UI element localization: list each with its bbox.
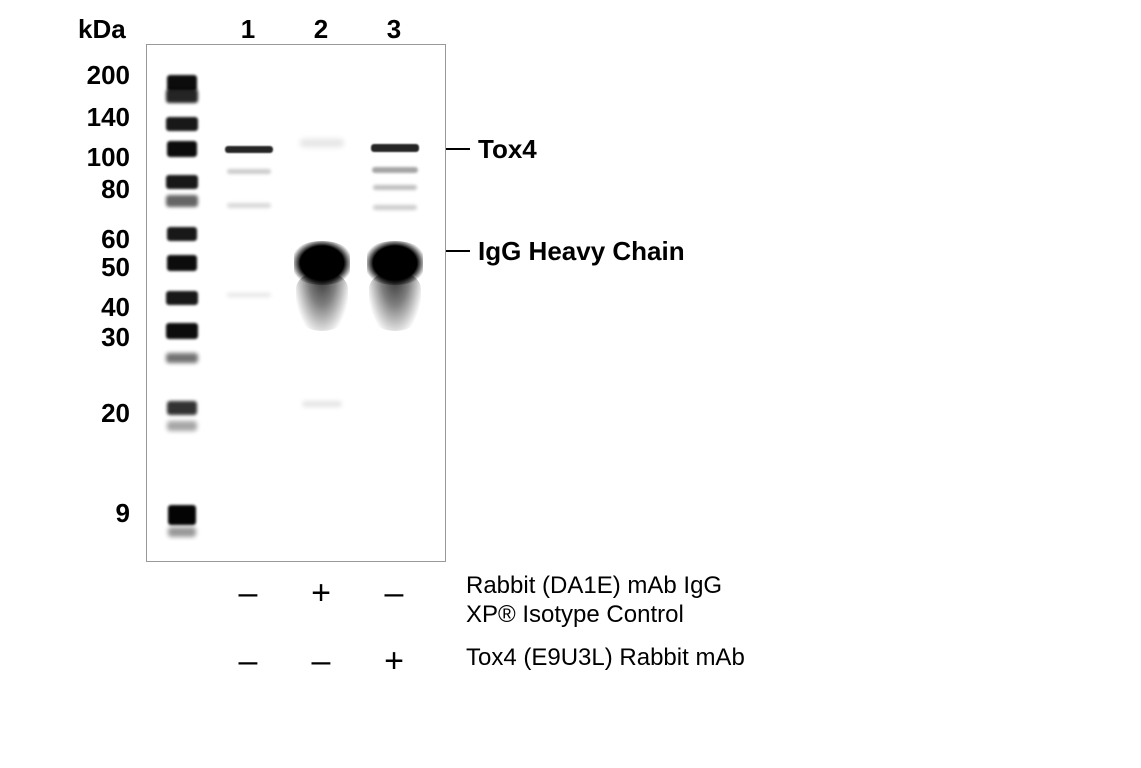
ladder-band xyxy=(166,175,198,189)
ladder-band xyxy=(166,195,198,207)
condition-label-isotype: Rabbit (DA1E) mAb IgG XP® Isotype Contro… xyxy=(466,572,722,630)
condition-mark: + xyxy=(380,642,408,681)
ladder-band xyxy=(168,505,196,525)
annotation-igg: IgG Heavy Chain xyxy=(478,236,685,267)
condition-label-line: XP® Isotype Control xyxy=(466,601,722,630)
mw-label: 9 xyxy=(70,498,130,529)
condition-mark: – xyxy=(307,642,335,681)
mw-label: 100 xyxy=(70,142,130,173)
ladder-band xyxy=(167,255,197,271)
mw-label: 80 xyxy=(70,174,130,205)
lane1-band-tox4 xyxy=(225,146,273,153)
ladder-band xyxy=(167,421,197,431)
mw-label: 20 xyxy=(70,398,130,429)
lane-number: 3 xyxy=(384,14,404,45)
ladder-band xyxy=(166,117,198,131)
mw-label: 50 xyxy=(70,252,130,283)
annotation-pointer xyxy=(446,148,470,150)
annotation-tox4: Tox4 xyxy=(478,134,537,165)
lane3-band-tox4 xyxy=(371,144,419,152)
ladder-band xyxy=(166,89,198,103)
condition-mark: – xyxy=(234,574,262,613)
condition-label-line: Rabbit (DA1E) mAb IgG xyxy=(466,572,722,601)
western-blot-figure: kDa 200 140 100 80 60 50 40 30 20 9 1 2 … xyxy=(60,14,1080,754)
lane2-band xyxy=(300,139,344,147)
condition-label-line: Tox4 (E9U3L) Rabbit mAb xyxy=(466,644,745,673)
lane3-band xyxy=(373,205,417,210)
condition-mark: + xyxy=(307,574,335,613)
condition-label-tox4ab: Tox4 (E9U3L) Rabbit mAb xyxy=(466,644,745,673)
ladder-band xyxy=(166,291,198,305)
mw-label: 60 xyxy=(70,224,130,255)
lane1-band xyxy=(227,203,271,208)
lane-number: 1 xyxy=(238,14,258,45)
lane2-band xyxy=(302,401,342,407)
lane1-band xyxy=(227,169,271,174)
ladder-band xyxy=(167,227,197,241)
kda-header: kDa xyxy=(78,14,126,45)
mw-label: 140 xyxy=(70,102,130,133)
lane2-igg-heavy-chain xyxy=(294,241,350,285)
lane3-band xyxy=(373,185,417,190)
mw-label: 30 xyxy=(70,322,130,353)
ladder-band xyxy=(166,323,198,339)
lane3-igg-heavy-chain xyxy=(367,241,423,285)
gel-image xyxy=(146,44,446,562)
ladder-band xyxy=(166,353,198,363)
mw-label: 200 xyxy=(70,60,130,91)
lane-number: 2 xyxy=(311,14,331,45)
lane3-band xyxy=(372,167,418,173)
condition-mark: – xyxy=(234,642,262,681)
condition-mark: – xyxy=(380,574,408,613)
ladder-band xyxy=(168,527,196,537)
mw-label: 40 xyxy=(70,292,130,323)
lane1-band xyxy=(227,293,271,297)
ladder-band xyxy=(167,401,197,415)
ladder-band xyxy=(167,141,197,157)
annotation-pointer xyxy=(446,250,470,252)
